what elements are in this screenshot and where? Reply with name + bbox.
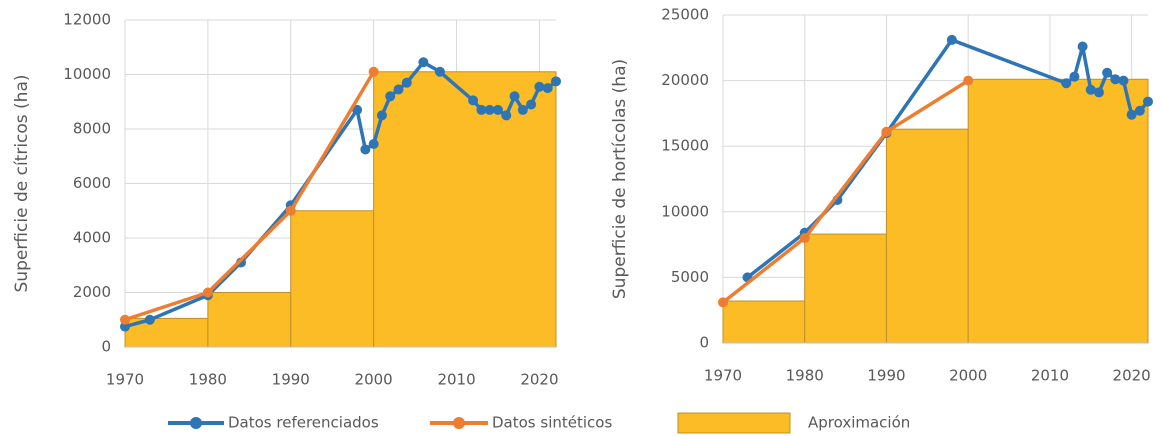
legend-marker [190,417,202,429]
bar [207,292,292,348]
series-line [746,38,1150,279]
marker [385,91,396,102]
marker [376,110,387,121]
marker [963,75,974,86]
bar [967,78,1149,344]
legend-marker [453,417,465,429]
marker [401,77,412,88]
marker [1143,96,1153,107]
series-line [721,79,970,304]
bar [804,233,887,344]
y-tick-label: 4000 [73,229,111,247]
bar [885,128,969,344]
y-tick-label: 2000 [73,283,111,301]
y-tick-label: 10000 [63,65,111,83]
series-line [124,70,376,322]
y-tick-label: 0 [699,334,709,352]
x-tick-label: 1990 [867,367,905,385]
y-tick-label: 25000 [661,6,709,24]
marker [799,233,810,244]
y-tick-label: 5000 [671,268,709,286]
marker [1093,87,1104,98]
marker [484,104,495,115]
legend-label: Aproximación [808,414,910,432]
marker [144,314,155,325]
marker [468,95,479,106]
marker [360,144,371,155]
x-tick-label: 1980 [786,367,824,385]
marker [418,57,429,68]
marker [946,34,957,45]
y-tick-label: 10000 [661,202,709,220]
marker [393,84,404,95]
marker [1118,75,1129,86]
marker [368,66,379,77]
legend-label: Datos referenciados [228,414,379,432]
marker [1126,109,1137,120]
y-tick-label: 15000 [661,137,709,155]
marker [881,126,892,137]
marker [434,66,445,77]
marker [1085,84,1096,95]
marker [1110,74,1121,85]
marker [526,99,537,110]
marker [501,110,512,121]
legend-label: Datos sintéticos [492,414,612,432]
x-tick-label: 2000 [355,371,393,389]
marker [492,104,503,115]
y-axis-label: Superficie de cítricos (ha) [12,74,32,292]
x-tick-label: 1970 [704,367,742,385]
marker [1061,78,1072,89]
x-tick-label: 2020 [1113,367,1151,385]
marker [1077,41,1088,52]
marker [1134,105,1145,116]
marker [718,297,728,308]
marker [1102,67,1113,78]
x-tick-label: 1980 [189,371,227,389]
x-tick-label: 2010 [1031,367,1069,385]
marker [202,287,213,298]
y-tick-label: 20000 [661,71,709,89]
y-tick-label: 8000 [73,120,111,138]
marker [551,76,561,87]
x-tick-label: 2010 [437,371,475,389]
marker [534,81,545,92]
bar [373,71,557,348]
marker [120,314,130,325]
y-tick-label: 12000 [63,11,111,29]
marker [517,104,528,115]
marker [368,138,379,149]
marker [509,91,520,102]
marker [352,104,363,115]
y-tick-label: 6000 [73,174,111,192]
marker [285,205,296,216]
x-tick-label: 1970 [106,371,144,389]
x-tick-label: 2000 [949,367,987,385]
y-axis-label: Superficie de hortícolas (ha) [610,59,630,299]
marker [542,83,553,94]
marker [476,104,487,115]
marker [1069,71,1080,82]
x-tick-label: 1990 [272,371,310,389]
legend-swatch [677,412,791,434]
bar [722,300,806,344]
x-tick-label: 2020 [520,371,558,389]
y-tick-label: 0 [101,338,111,356]
bar [290,210,375,348]
